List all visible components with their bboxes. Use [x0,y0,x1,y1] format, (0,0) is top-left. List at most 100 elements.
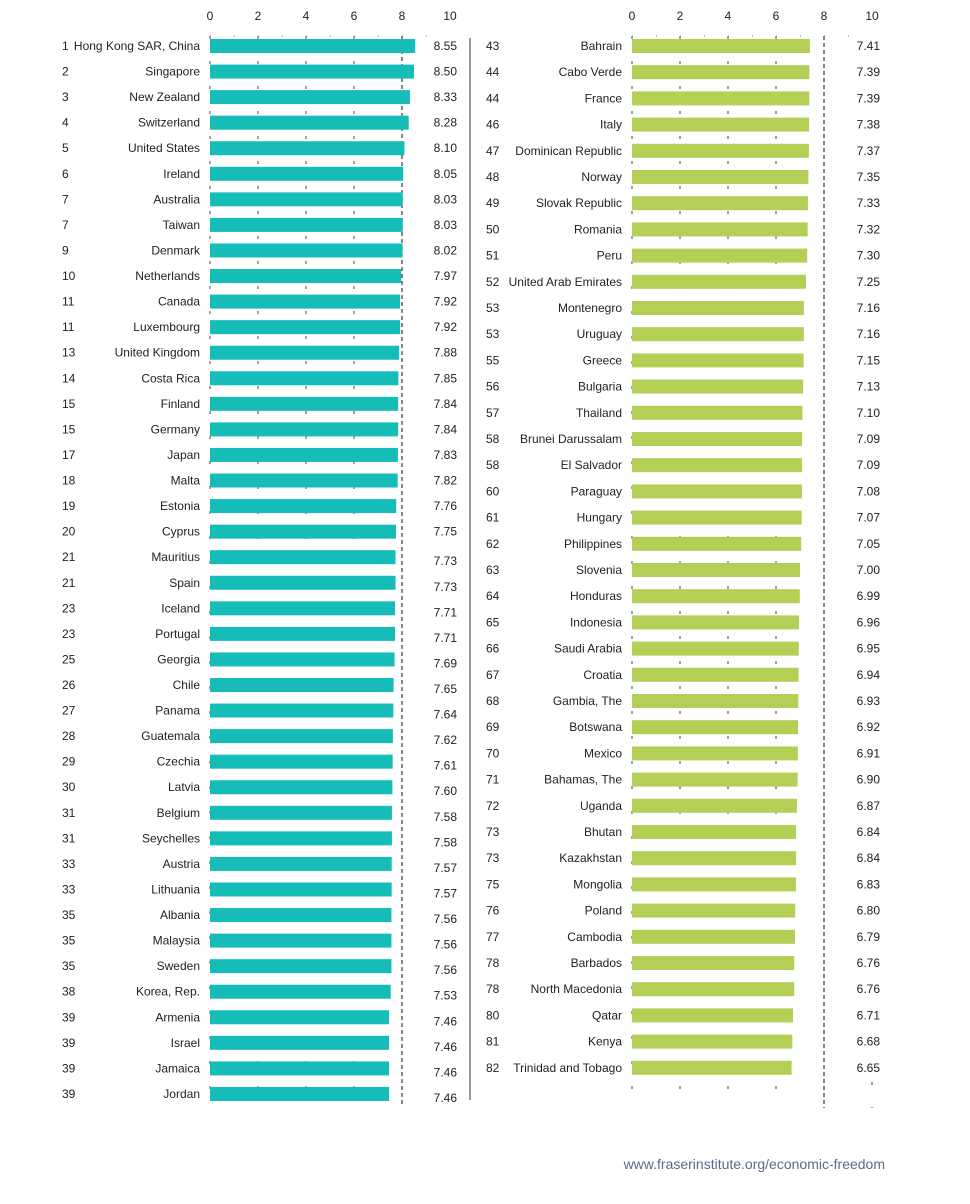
bar-row: 19 Estonia 7.76 [62,499,457,514]
bar-row: 20 Cyprus 7.75 [62,524,458,539]
bar [210,703,394,718]
country-label: Australia [153,192,200,206]
rank-label: 44 [486,91,500,105]
value-label: 6.91 [857,746,881,760]
rank-label: 10 [62,269,76,283]
value-label: 6.68 [857,1035,881,1049]
bar [210,882,392,897]
bar-row: 33 Austria 7.57 [62,856,457,875]
country-label: Romania [574,222,622,236]
value-label: 7.75 [434,525,458,539]
rank-label: 63 [486,563,500,577]
rank-label: 39 [62,1061,76,1075]
bar-row: 66 Saudi Arabia 6.95 [486,641,881,656]
value-label: 7.46 [434,1065,458,1079]
rank-label: 81 [486,1035,500,1049]
bar [632,379,804,394]
bar-row: 49 Slovak Republic 7.33 [486,196,880,211]
value-label: 7.38 [857,118,881,132]
country-label: France [585,91,623,105]
bar-row: 11 Canada 7.92 [62,294,457,309]
value-label: 7.46 [434,1040,458,1054]
bar-row: 1 Hong Kong SAR, China 8.55 [62,39,457,53]
country-label: Uganda [580,799,622,813]
x-tick-label: 4 [303,9,310,23]
country-label: Hong Kong SAR, China [74,39,200,53]
bar [632,484,802,499]
value-label: 8.33 [434,90,458,104]
country-label: Costa Rica [141,371,200,385]
bar [210,39,416,53]
footer-url[interactable]: www.fraserinstitute.org/economic-freedom [623,1156,885,1172]
bar [210,780,393,795]
bar [632,301,804,315]
value-label: 6.95 [857,642,881,656]
bar-row: 80 Qatar 6.71 [486,1008,880,1023]
bar-row: 50 Romania 7.32 [486,222,880,237]
rank-label: 70 [486,746,500,760]
value-label: 7.69 [434,656,458,670]
rank-label: 47 [486,144,500,158]
bar [632,39,810,53]
value-label: 7.82 [434,474,458,488]
rank-label: 39 [62,1036,76,1050]
country-label: Italy [600,118,622,132]
bar-row: 3 New Zealand 8.33 [62,90,458,105]
country-label: Iceland [161,601,200,615]
bar [632,851,797,866]
rank-label: 55 [486,353,500,367]
bar [632,563,800,577]
country-label: Bulgaria [578,380,622,394]
bar [632,432,803,446]
bar [210,678,394,692]
bar-row: 73 Kazakhstan 6.84 [486,851,881,866]
country-label: Luxembourg [133,320,200,334]
country-label: Trinidad and Tobago [513,1061,622,1075]
bar [632,91,810,106]
bar [632,274,806,289]
rank-label: 27 [62,704,76,718]
rank-label: 17 [62,448,76,462]
country-label: Albania [160,908,200,922]
bar [632,825,797,839]
value-label: 7.10 [857,406,881,420]
rank-label: 60 [486,484,500,498]
bar [632,458,803,473]
country-label: Saudi Arabia [554,642,622,656]
bar [210,550,396,565]
rank-label: 58 [486,432,500,446]
bar-row: 61 Hungary 7.07 [486,511,880,525]
country-label: Slovenia [576,563,622,577]
country-label: Slovak Republic [536,196,622,210]
country-label: Sweden [157,959,200,973]
country-label: Armenia [155,1010,200,1024]
bar [210,320,401,335]
bar-row: 39 Armenia 7.46 [62,1010,457,1028]
value-label: 7.61 [434,759,458,773]
value-label: 6.84 [857,825,881,839]
bar [632,248,808,263]
x-tick-label: 2 [677,9,684,23]
bar [210,217,403,232]
value-label: 7.46 [434,1014,458,1028]
bar [210,652,395,667]
value-label: 7.35 [857,170,881,184]
rank-label: 78 [486,956,500,970]
bar-row: 17 Japan 7.83 [62,447,457,462]
country-label: United Kingdom [115,346,200,360]
bar [210,856,392,871]
value-label: 6.84 [857,851,881,865]
country-label: United States [128,141,200,155]
country-label: Dominican Republic [515,144,622,158]
country-label: Malta [171,474,201,488]
rank-label: 44 [486,65,500,79]
country-label: Gambia, The [553,694,622,708]
country-label: Cabo Verde [559,65,623,79]
bar [210,933,392,948]
value-label: 8.10 [434,141,458,155]
rank-label: 71 [486,773,500,787]
bar [632,903,796,918]
bar [210,729,393,744]
bar [632,196,808,211]
